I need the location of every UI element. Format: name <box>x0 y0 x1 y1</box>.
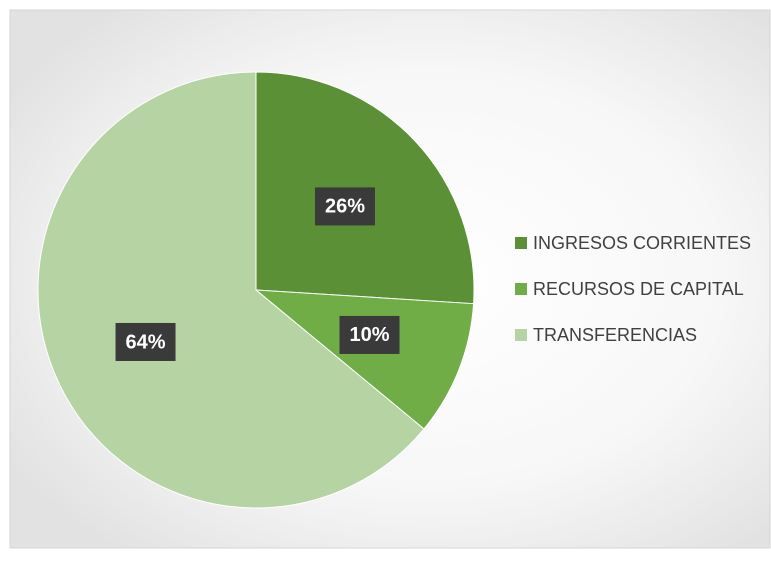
data-label-box <box>314 187 375 226</box>
legend-label: TRANSFERENCIAS <box>533 325 697 345</box>
legend: INGRESOS CORRIENTES RECURSOS DE CAPITAL TR… <box>515 233 751 345</box>
legend-swatch <box>515 329 527 341</box>
pie-slice <box>254 289 475 430</box>
data-label: 10% <box>349 324 389 346</box>
data-label: 26% <box>325 196 365 218</box>
legend-label: RECURSOS DE CAPITAL <box>533 279 744 299</box>
data-label-box <box>115 322 176 361</box>
legend-swatch <box>515 237 527 249</box>
data-label: 64% <box>126 331 166 353</box>
legend-label: INGRESOS CORRIENTES <box>533 233 751 253</box>
data-labels: 26% 10% 64% <box>115 187 400 361</box>
pie <box>37 71 475 509</box>
pie-slice <box>37 71 425 509</box>
legend-swatch <box>515 283 527 295</box>
data-label-box <box>339 315 400 354</box>
